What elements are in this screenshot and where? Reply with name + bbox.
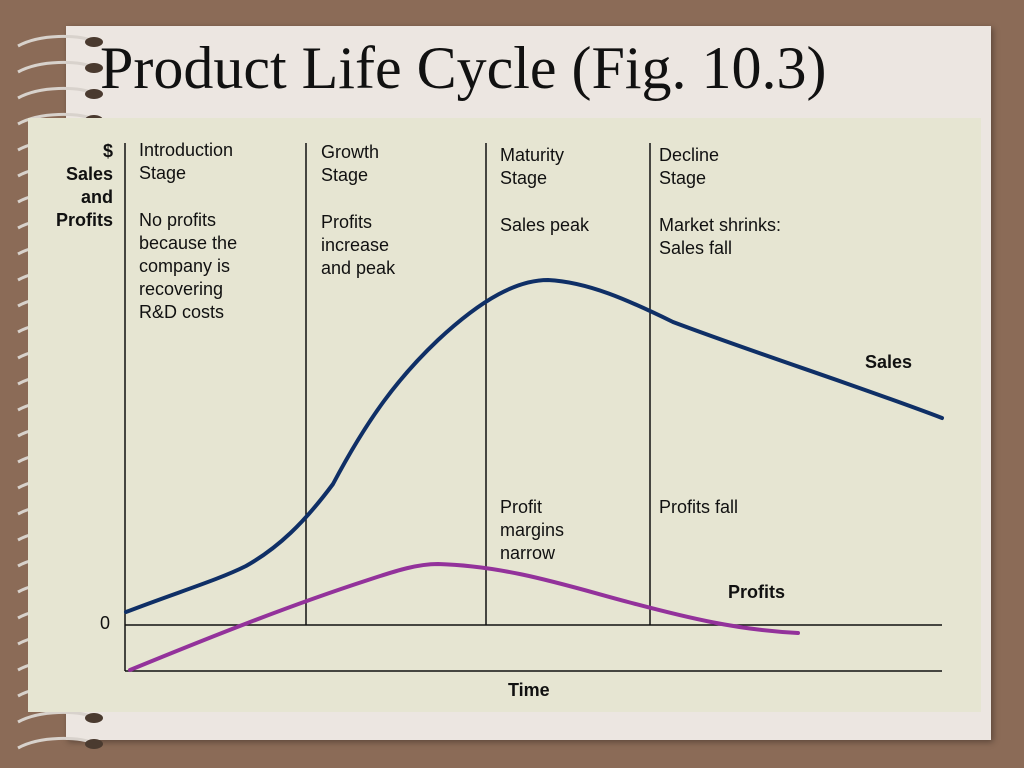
stage-name-decline: Decline Stage [659,145,720,188]
stage-name-growth: Growth Stage [321,142,380,185]
diagram-canvas [124,143,944,672]
sales-curve-label: Sales [865,352,913,372]
stage-note-maturity: Sales peak [500,215,590,235]
product-life-cycle-diagram: $ Sales and Profits 0 Time Introduction … [28,118,981,712]
annotation-profit-margins: Profit margins narrow [500,497,565,563]
y-axis-label: $ Sales and Profits [55,141,113,230]
profits-curve-label: Profits [728,582,786,602]
sales-curve [124,277,944,614]
zero-label: 0 [100,613,111,633]
stage-note-introduction: No profits because the company is recove… [139,210,238,322]
profits-curve [128,561,800,672]
stage-name-maturity: Maturity Stage [500,145,565,188]
x-axis-label: Time [508,680,550,700]
stage-name-introduction: Introduction Stage [139,140,234,183]
annotation-profits-fall: Profits fall [659,497,739,517]
binding-hole [85,739,103,749]
stage-note-decline: Market shrinks: Sales fall [659,215,782,258]
stage-note-growth: Profits increase and peak [321,212,396,278]
slide-title: Product Life Cycle (Fig. 10.3) [100,35,827,101]
